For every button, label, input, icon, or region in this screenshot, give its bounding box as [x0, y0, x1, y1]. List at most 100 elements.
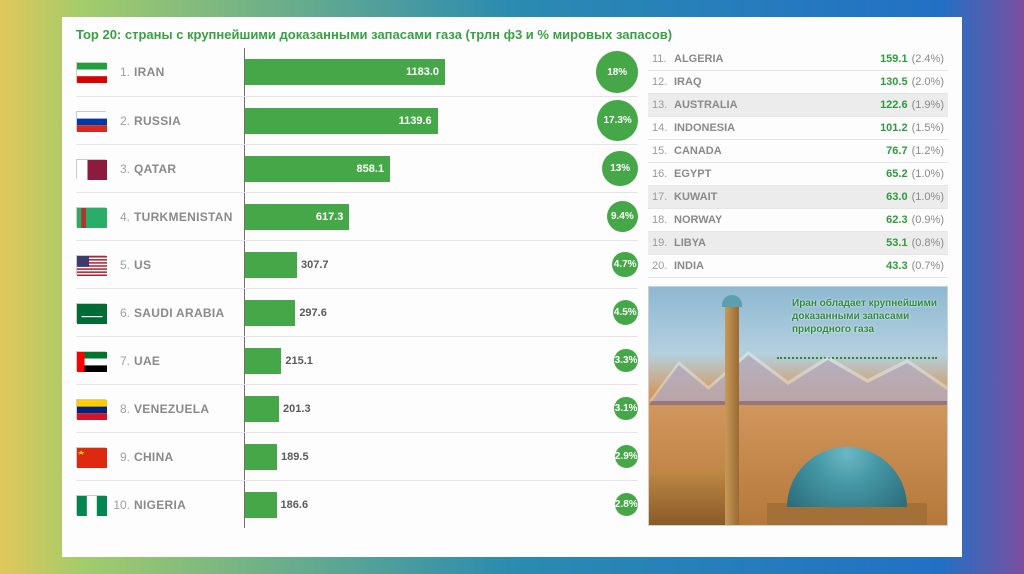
rank-number: 20. — [652, 260, 674, 272]
bar-row: 5. US 307.7 4.7% — [76, 240, 638, 288]
bar-row: 8. VENEZUELA 201.3 3.1% — [76, 384, 638, 432]
bar-track: 617.3 — [244, 193, 484, 240]
percent: (0.9%) — [912, 214, 944, 226]
country-name: INDIA — [674, 260, 886, 272]
bar-row: 6. SAUDI ARABIA 297.6 4.5% — [76, 288, 638, 336]
list-row: 14. INDONESIA 101.2 (1.5%) — [648, 117, 948, 140]
country-name: INDONESIA — [674, 122, 880, 134]
bar-track: 215.1 — [244, 337, 484, 384]
bar-fill: 617.3 — [245, 204, 349, 230]
percent-bubble: 3.1% — [614, 397, 638, 421]
percent: (1.2%) — [912, 145, 944, 157]
rest-list: 11. ALGERIA 159.1 (2.4%) 12. IRAQ 130.5 … — [648, 48, 948, 278]
bar-fill: 201.3 — [245, 396, 279, 422]
caption-line: доказанными запасами — [792, 310, 937, 323]
percent: (1.9%) — [912, 99, 944, 111]
rank-number: 3. — [112, 162, 130, 176]
list-row: 12. IRAQ 130.5 (2.0%) — [648, 71, 948, 94]
flag-icon — [76, 255, 106, 275]
country-name: ALGERIA — [674, 53, 880, 65]
photo-caption: Иран обладает крупнейшимидоказанными зап… — [792, 297, 937, 336]
country-name: UAE — [134, 354, 244, 368]
list-row: 13. AUSTRALIA 122.6 (1.9%) — [648, 94, 948, 117]
country-name: NIGERIA — [134, 498, 244, 512]
countries-11-20: 11. ALGERIA 159.1 (2.4%) 12. IRAQ 130.5 … — [648, 48, 948, 528]
country-name: QATAR — [134, 162, 244, 176]
value: 43.3 — [886, 260, 907, 272]
country-name: US — [134, 258, 244, 272]
percent: (0.7%) — [912, 260, 944, 272]
caption-line: природного газа — [792, 323, 937, 336]
rank-number: 10. — [112, 498, 130, 512]
percent: (1.0%) — [912, 191, 944, 203]
bar-fill: 297.6 — [245, 300, 295, 326]
value: 159.1 — [880, 53, 908, 65]
caption-line: Иран обладает крупнейшими — [792, 297, 937, 310]
country-name: KUWAIT — [674, 191, 886, 203]
minaret-shape — [725, 305, 739, 525]
bar-track: 189.5 — [244, 433, 484, 480]
rank-number: 12. — [652, 76, 674, 88]
rank-number: 17. — [652, 191, 674, 203]
percent-bubble: 17.3% — [597, 100, 638, 141]
country-name: IRAQ — [674, 76, 880, 88]
flag-icon — [76, 447, 106, 467]
flag-icon — [76, 399, 106, 419]
bar-fill: 186.6 — [245, 492, 277, 518]
bar-fill: 215.1 — [245, 348, 281, 374]
bar-value: 307.7 — [301, 259, 329, 271]
bar-fill: 189.5 — [245, 444, 277, 470]
rank-number: 13. — [652, 99, 674, 111]
content: 1. IRAN 1183.0 18% 2. RUSSIA 1139.6 17.3… — [76, 48, 948, 528]
bar-value: 617.3 — [316, 211, 344, 223]
value: 101.2 — [880, 122, 908, 134]
percent-bubble: 3.3% — [614, 349, 638, 373]
bar-value: 189.5 — [281, 451, 309, 463]
rank-number: 6. — [112, 306, 130, 320]
percent: (1.5%) — [912, 122, 944, 134]
list-row: 18. NORWAY 62.3 (0.9%) — [648, 209, 948, 232]
list-row: 19. LIBYA 53.1 (0.8%) — [648, 232, 948, 255]
country-name: LIBYA — [674, 237, 886, 249]
rank-number: 14. — [652, 122, 674, 134]
country-name: CHINA — [134, 450, 244, 464]
rank-number: 15. — [652, 145, 674, 157]
rank-number: 2. — [112, 114, 130, 128]
value: 76.7 — [886, 145, 907, 157]
bar-value: 297.6 — [299, 307, 327, 319]
bar-fill: 307.7 — [245, 252, 297, 278]
value: 65.2 — [886, 168, 907, 180]
bar-value: 186.6 — [281, 499, 309, 511]
rank-number: 16. — [652, 168, 674, 180]
bar-value: 1183.0 — [406, 66, 439, 78]
country-name: CANADA — [674, 145, 886, 157]
bar-row: 10. NIGERIA 186.6 2.8% — [76, 480, 638, 528]
flag-icon — [76, 111, 106, 131]
bar-value: 858.1 — [357, 163, 385, 175]
rank-number: 5. — [112, 258, 130, 272]
percent-bubble: 4.5% — [613, 300, 638, 325]
bar-fill: 1183.0 — [245, 59, 445, 85]
country-name: AUSTRALIA — [674, 99, 880, 111]
rank-number: 1. — [112, 65, 130, 79]
list-row: 17. KUWAIT 63.0 (1.0%) — [648, 186, 948, 209]
percent: (2.0%) — [912, 76, 944, 88]
flag-icon — [76, 495, 106, 515]
mountain-range-icon — [649, 345, 947, 405]
rank-number: 11. — [652, 53, 674, 65]
rank-number: 9. — [112, 450, 130, 464]
list-row: 15. CANADA 76.7 (1.2%) — [648, 140, 948, 163]
country-name: TURKMENISTAN — [134, 210, 244, 224]
bar-row: 4. TURKMENISTAN 617.3 9.4% — [76, 192, 638, 240]
percent-bubble: 13% — [602, 151, 638, 187]
bar-track: 201.3 — [244, 385, 484, 432]
percent: (0.8%) — [912, 237, 944, 249]
percent: (1.0%) — [912, 168, 944, 180]
country-name: VENEZUELA — [134, 402, 244, 416]
bar-row: 7. UAE 215.1 3.3% — [76, 336, 638, 384]
top10-bar-chart: 1. IRAN 1183.0 18% 2. RUSSIA 1139.6 17.3… — [76, 48, 638, 528]
chart-title: Top 20: страны с крупнейшими доказанными… — [76, 27, 948, 42]
rank-number: 4. — [112, 210, 130, 224]
rank-number: 18. — [652, 214, 674, 226]
bar-value: 1139.6 — [399, 115, 432, 127]
